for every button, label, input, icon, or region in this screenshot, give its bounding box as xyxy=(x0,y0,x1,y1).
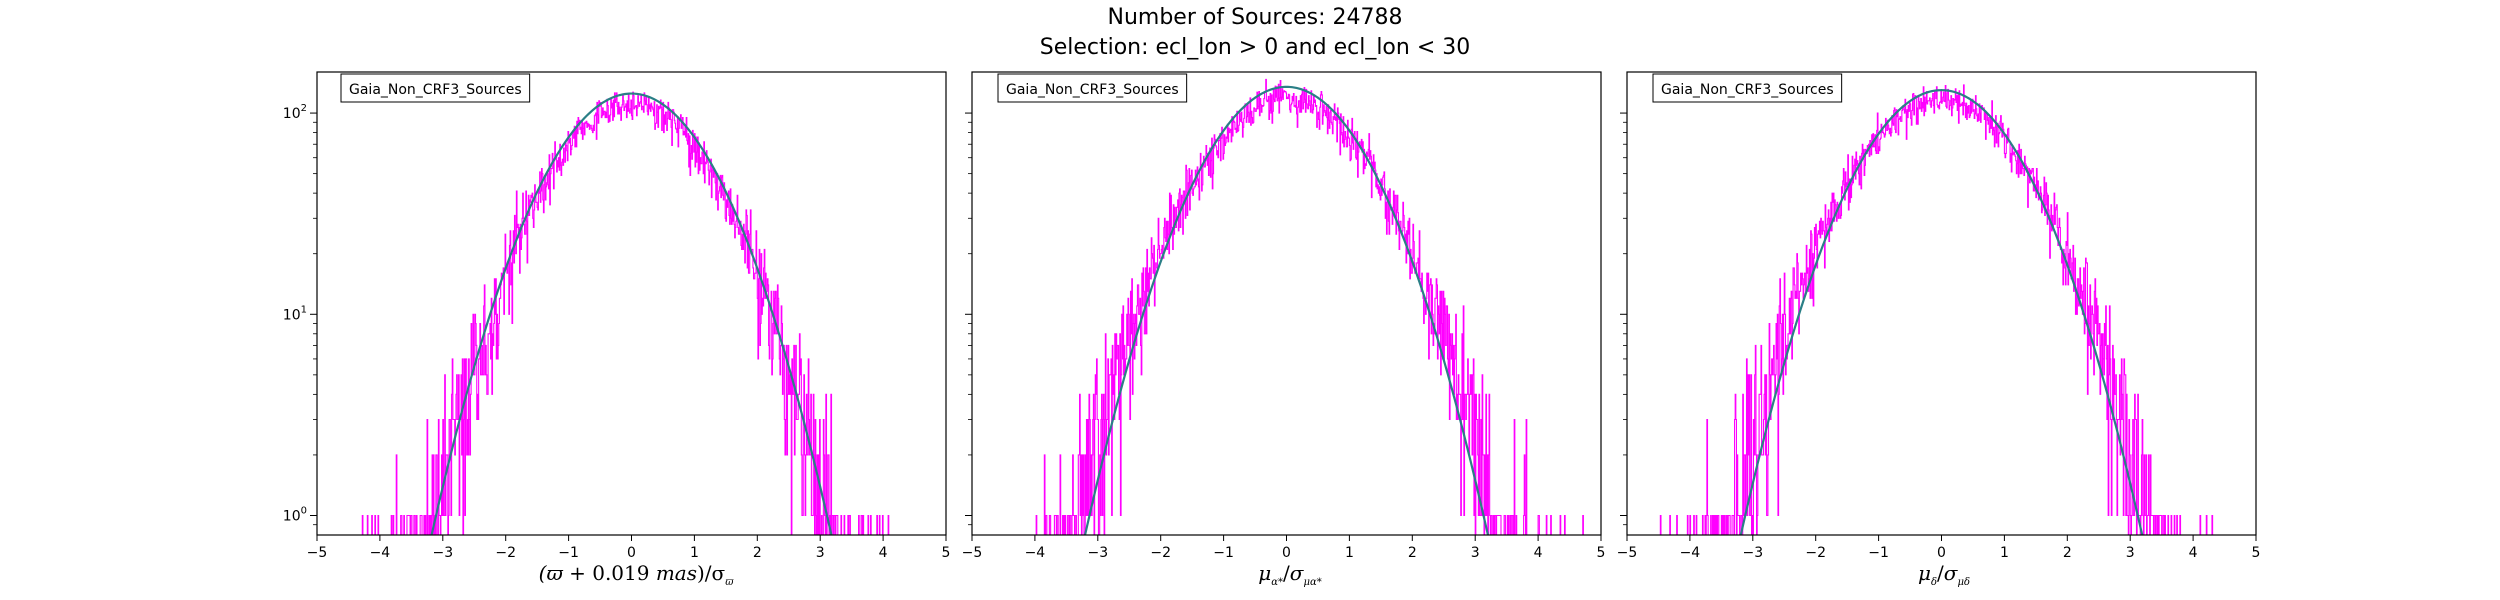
x-tick-label: −5 xyxy=(307,545,328,561)
plot-area xyxy=(361,91,890,535)
legend: Gaia_Non_CRF3_Sources xyxy=(1652,73,1843,103)
x-tick-label: 3 xyxy=(1471,545,1480,561)
legend-label: Gaia_Non_CRF3_Sources xyxy=(1661,82,1834,98)
x-tick-label: −3 xyxy=(1087,545,1108,561)
x-tick-label: 4 xyxy=(1534,545,1543,561)
xlabel-pmra: μα*/σμα* xyxy=(1258,561,1321,588)
axes-frame xyxy=(316,71,947,536)
legend-label: Gaia_Non_CRF3_Sources xyxy=(349,82,522,98)
panel-pmra: μα*/σμα* −5 −4 −3 −2 −1 0 1 2 3 4 5 Gaia_Non_CRF3_S… xyxy=(962,71,1606,588)
axes-frame xyxy=(1626,71,2257,536)
x-tick-label: 5 xyxy=(942,545,951,561)
gaussian-fit-line xyxy=(1739,89,2144,535)
legend: Gaia_Non_CRF3_Sources xyxy=(997,73,1188,103)
x-tick-label: −3 xyxy=(1742,545,1763,561)
y-tick-label: 100 xyxy=(283,506,307,525)
x-tick-label: 2 xyxy=(2063,545,2072,561)
panel-parallax: (ϖ + 0.019 mas)/σϖ −5 −4 −3 −2 −1 0 1 2 3 4 5 102 10… xyxy=(283,71,951,588)
gaussian-fit-line xyxy=(430,92,833,535)
x-tick-label: 3 xyxy=(2126,545,2135,561)
x-tick-label: 1 xyxy=(690,545,699,561)
x-tick-label: 1 xyxy=(2000,545,2009,561)
figure-title-line-1: Number of Sources: 24788 xyxy=(1108,5,1403,30)
histogram-series xyxy=(1035,78,1584,535)
plot-area xyxy=(1035,78,1584,535)
x-tick-label: −2 xyxy=(1805,545,1826,561)
x-tick-label: −4 xyxy=(1025,545,1046,561)
x-tick-label: −1 xyxy=(1868,545,1889,561)
x-tick-label: −3 xyxy=(432,545,453,561)
x-tick-label: 4 xyxy=(2189,545,2198,561)
y-tick-label: 102 xyxy=(283,103,307,122)
xlabel-pmdec: μδ/σμδ xyxy=(1918,561,1970,588)
x-tick-label: −4 xyxy=(370,545,391,561)
x-tick-label: 5 xyxy=(2252,545,2261,561)
histogram-series xyxy=(361,91,890,535)
legend-box xyxy=(340,73,531,103)
x-tick-label: 3 xyxy=(816,545,825,561)
x-tick-label: 0 xyxy=(627,545,636,561)
x-tick-label: −5 xyxy=(1617,545,1638,561)
histogram-series xyxy=(1659,84,2214,535)
legend-label: Gaia_Non_CRF3_Sources xyxy=(1006,82,1179,98)
panel-pmdec: μδ/σμδ −5 −4 −3 −2 −1 0 1 2 3 4 5 Gaia_Non_CRF3_Sou… xyxy=(1617,71,2261,588)
x-tick-label: −1 xyxy=(558,545,579,561)
x-tick-label: 2 xyxy=(1408,545,1417,561)
legend-box xyxy=(1652,73,1843,103)
plot-area xyxy=(1659,84,2214,535)
x-tick-label: 2 xyxy=(753,545,762,561)
figure-title-line-2: Selection: ecl_lon > 0 and ecl_lon < 30 xyxy=(1040,35,1471,60)
x-tick-label: 4 xyxy=(879,545,888,561)
x-tick-label: 0 xyxy=(1937,545,1946,561)
legend-box xyxy=(997,73,1188,103)
x-tick-label: −1 xyxy=(1213,545,1234,561)
xlabel-parallax: (ϖ + 0.019 mas)/σϖ xyxy=(539,561,735,588)
y-tick-label: 101 xyxy=(283,304,307,323)
x-tick-label: −2 xyxy=(495,545,516,561)
x-tick-label: 1 xyxy=(1345,545,1354,561)
x-tick-label: −4 xyxy=(1680,545,1701,561)
legend: Gaia_Non_CRF3_Sources xyxy=(340,73,531,103)
x-tick-label: −5 xyxy=(962,545,983,561)
axes-frame xyxy=(971,71,1602,536)
gaussian-fit-line xyxy=(1083,85,1490,535)
x-tick-label: 0 xyxy=(1282,545,1291,561)
varpi-symbol: ϖ xyxy=(546,561,563,585)
x-tick-label: 5 xyxy=(1597,545,1606,561)
x-tick-label: −2 xyxy=(1150,545,1171,561)
